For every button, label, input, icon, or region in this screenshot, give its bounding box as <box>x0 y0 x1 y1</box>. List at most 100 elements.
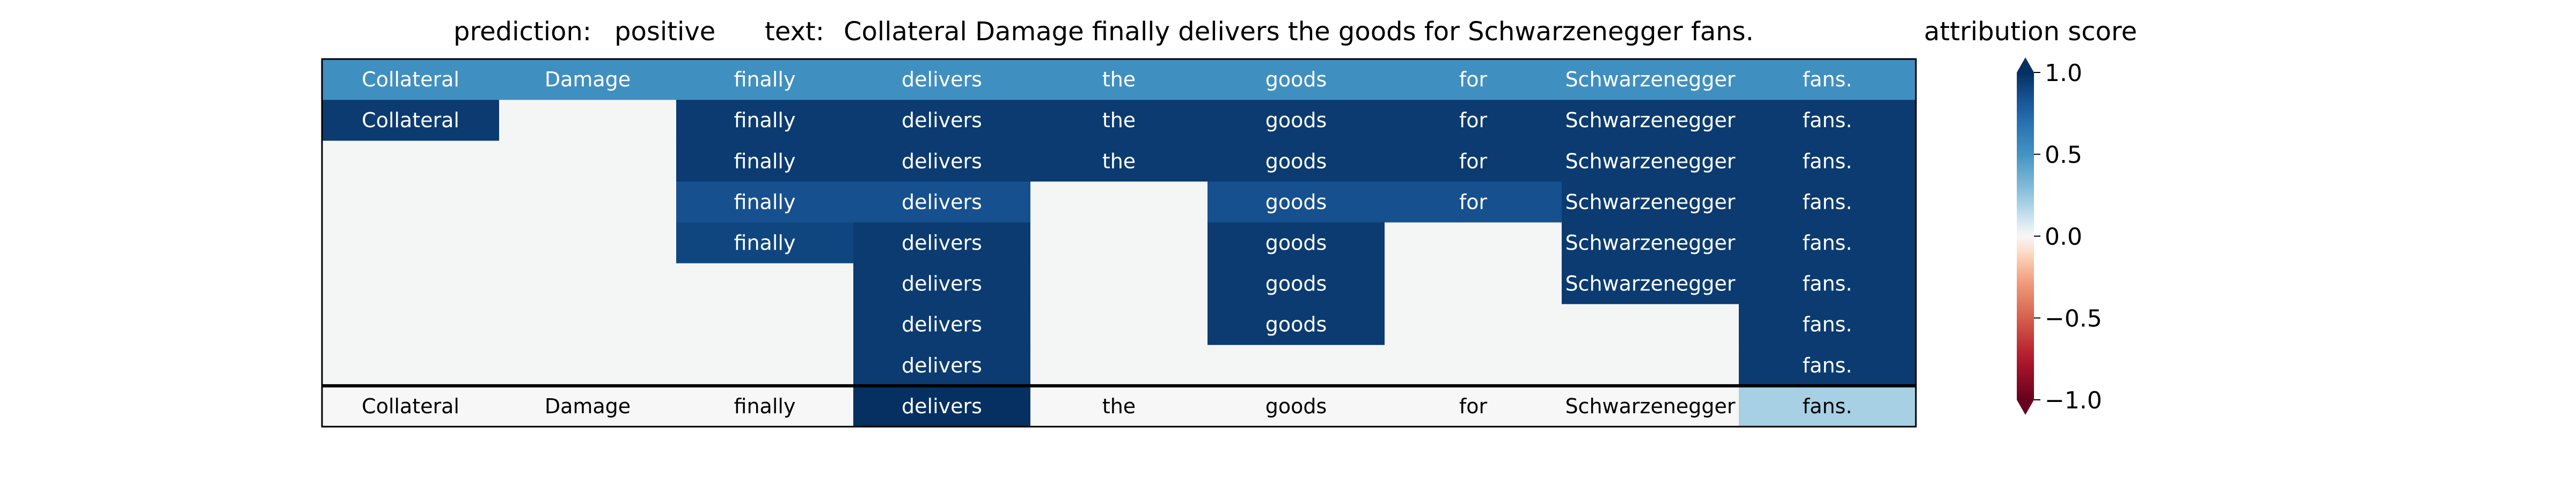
attribution-heatmap: Collateral Damage finally delivers the goods f… <box>321 58 1917 428</box>
hierarchy-row-2-cell <box>1739 141 1916 182</box>
hierarchy-row-1-token-label: for <box>1459 108 1488 132</box>
hierarchy-row-6-cell <box>676 304 854 346</box>
hierarchy-row-0-token-label: fans. <box>1803 68 1853 91</box>
hierarchy-row-7-token-label: delivers <box>902 354 982 377</box>
hierarchy-row-3-cell <box>1385 181 1562 223</box>
hierarchy-row-3-token-label: for <box>1459 190 1488 214</box>
hierarchy-row-4-token-label: fans. <box>1803 231 1853 255</box>
token-attribution-row-cell <box>1739 385 1916 427</box>
hierarchy-row-5-cell <box>499 263 677 305</box>
hierarchy-row-0-cell <box>1208 59 1385 100</box>
hierarchy-row-1-cell <box>1385 100 1562 141</box>
token-attribution-row-token-label: fans. <box>1803 394 1853 418</box>
hierarchy-row-5-cell <box>1739 263 1916 305</box>
hierarchy-row-2-token-label: Schwarzenegger <box>1565 149 1735 173</box>
hierarchy-row-4-token-label: Schwarzenegger <box>1565 231 1735 255</box>
hierarchy-row-1-cell <box>1562 100 1739 141</box>
hierarchy-row-3-token-label: Schwarzenegger <box>1565 190 1735 214</box>
hierarchy-row-3-cell <box>853 181 1031 223</box>
token-attribution-row-token-label: finally <box>734 394 796 418</box>
hierarchy-row-7-cell <box>499 345 677 386</box>
hierarchy-row-5-cell <box>1562 263 1739 305</box>
hierarchy-row-1-token-label: delivers <box>902 108 982 132</box>
hierarchy-row-2-cell <box>1208 141 1385 182</box>
hierarchy-row-0-token-label: Schwarzenegger <box>1565 68 1735 91</box>
hierarchy-row-1-cell <box>1739 100 1916 141</box>
hierarchy-row-0-token-label: goods <box>1265 68 1327 91</box>
colorbar: 1.0 0.5 0.0 −0.5 −1.0 <box>2017 57 2102 415</box>
hierarchy-row-7-cell <box>1208 345 1385 386</box>
hierarchy-row-5-cell <box>1208 263 1385 305</box>
colorbar-tick-label: 0.0 <box>2045 223 2082 251</box>
hierarchy-row-1-cell <box>1208 100 1385 141</box>
hierarchy-row-4-token-label: delivers <box>902 231 982 255</box>
token-attribution-row-cell <box>676 385 854 427</box>
token-attribution-row-token-label: for <box>1459 394 1488 418</box>
hierarchy-row-6-cell <box>1739 304 1916 346</box>
colorbar-title: attribution score <box>1924 17 2137 47</box>
hierarchy-row-6-cell <box>853 304 1031 346</box>
hierarchy-row-3-cell <box>1030 181 1208 223</box>
hierarchy-row-3-token-label: fans. <box>1803 190 1853 214</box>
hierarchy-row-4-cell <box>1562 222 1739 264</box>
hierarchy-row-4-token-label: goods <box>1265 231 1327 255</box>
token-attribution-row-cell <box>322 385 500 427</box>
hierarchy-row-5-cell <box>853 263 1031 305</box>
token-attribution-row-token-label: delivers <box>902 394 982 418</box>
hierarchy-row-6-cell <box>1562 304 1739 346</box>
hierarchy-row-2-cell <box>499 141 677 182</box>
hierarchy-row-7-token-label: fans. <box>1803 354 1853 377</box>
input-text: Collateral Damage finally delivers the g… <box>844 17 1754 47</box>
hierarchy-row-2-token-label: delivers <box>902 149 982 173</box>
hierarchy-row-1-token-label: fans. <box>1803 108 1853 132</box>
hierarchy-row-5-cell <box>322 263 500 305</box>
hierarchy-row-0-token-label: finally <box>734 68 796 91</box>
hierarchy-row-1-cell <box>322 100 500 141</box>
hierarchy-row-3-cell <box>1208 181 1385 223</box>
hierarchy-row-4-cell <box>322 222 500 264</box>
hierarchy-row-3-token-label: finally <box>734 190 796 214</box>
hierarchy-row-3-cell <box>676 181 854 223</box>
prediction-value: positive <box>614 17 715 47</box>
hierarchy-row-0-token-label: the <box>1102 68 1136 91</box>
hierarchy-row-1-cell <box>676 100 854 141</box>
hierarchy-row-7-cell <box>1562 345 1739 386</box>
token-attribution-row-token-label: goods <box>1265 394 1327 418</box>
hierarchy-row-2-cell <box>1030 141 1208 182</box>
colorbar-extend-min <box>2017 400 2034 415</box>
hierarchy-row-1-token-label: goods <box>1265 108 1327 132</box>
hierarchy-row-0-cell <box>1385 59 1562 100</box>
hierarchy-row-6-cell <box>1030 304 1208 346</box>
colorbar-gradient <box>2017 72 2034 400</box>
hierarchy-row-4-cell <box>1385 222 1562 264</box>
hierarchy-row-1-token-label: Schwarzenegger <box>1565 108 1735 132</box>
token-attribution-row-token-label: Collateral <box>362 394 459 418</box>
hierarchy-row-2-cell <box>853 141 1031 182</box>
hierarchy-row-4-cell <box>1030 222 1208 264</box>
token-attribution-row-token-label: Damage <box>545 394 631 418</box>
hierarchy-row-5-token-label: Schwarzenegger <box>1565 272 1735 296</box>
hierarchy-row-3-cell <box>322 181 500 223</box>
hierarchy-row-3-token-label: delivers <box>902 190 982 214</box>
hierarchy-row-5-token-label: goods <box>1265 272 1327 296</box>
hierarchy-row-0-cell <box>322 59 500 100</box>
token-attribution-row-cell <box>1208 385 1385 427</box>
hierarchy-row-1-token-label: the <box>1102 108 1136 132</box>
hierarchy-row-0-cell <box>853 59 1031 100</box>
hierarchy-row-5-token-label: delivers <box>902 272 982 296</box>
hierarchy-row-7-cell <box>1030 345 1208 386</box>
prediction-label: prediction: <box>453 17 591 47</box>
hierarchy-row-2-token-label: fans. <box>1803 149 1853 173</box>
hierarchy-row-5-cell <box>676 263 854 305</box>
colorbar-extend-max <box>2017 57 2034 72</box>
hierarchy-row-6-cell <box>499 304 677 346</box>
colorbar-tick-label: −0.5 <box>2045 305 2102 333</box>
hierarchy-row-0-cell <box>1030 59 1208 100</box>
token-attribution-row-cell <box>1562 385 1739 427</box>
hierarchy-row-0-token-label: for <box>1459 68 1488 91</box>
hierarchy-row-2-token-label: finally <box>734 149 796 173</box>
hierarchy-row-3-cell <box>499 181 677 223</box>
hierarchy-row-1-token-label: finally <box>734 108 796 132</box>
hierarchy-row-6-token-label: delivers <box>902 313 982 336</box>
hierarchy-row-6-token-label: goods <box>1265 313 1327 336</box>
